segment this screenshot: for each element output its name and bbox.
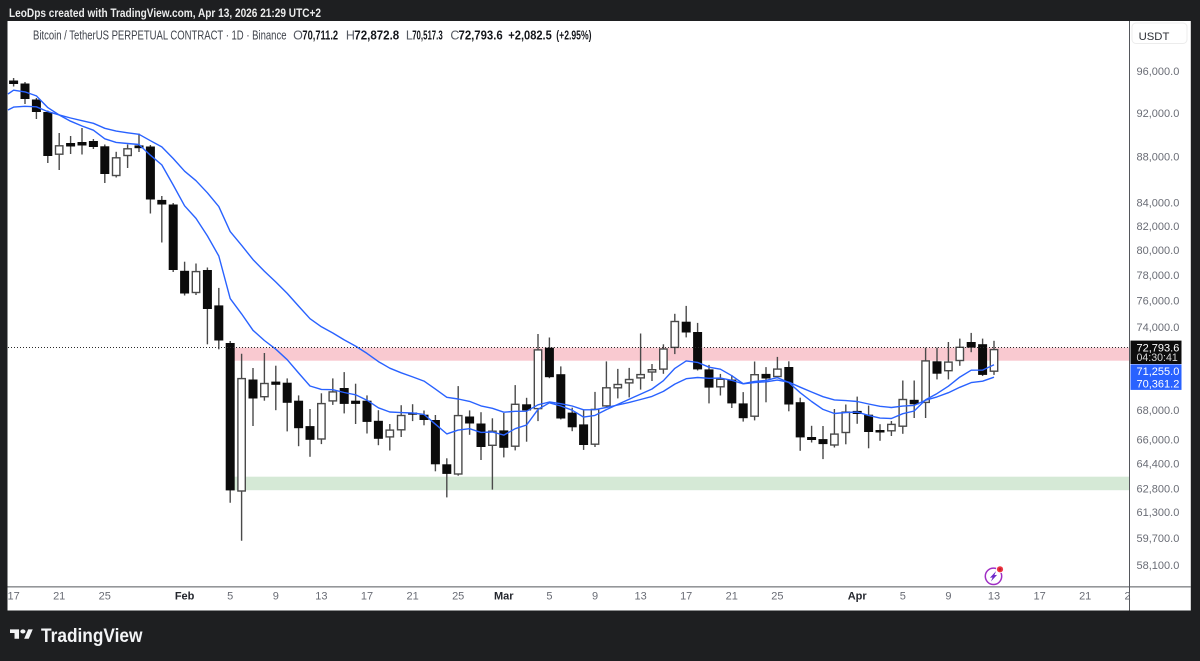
svg-text:25: 25 bbox=[452, 591, 464, 603]
svg-text:Apr: Apr bbox=[848, 591, 868, 603]
svg-text:96,000.0: 96,000.0 bbox=[1137, 66, 1180, 78]
svg-text:71,255.0: 71,255.0 bbox=[1137, 366, 1180, 378]
svg-text:25: 25 bbox=[99, 591, 111, 603]
svg-text:59,700.0: 59,700.0 bbox=[1137, 533, 1180, 545]
svg-text:13: 13 bbox=[988, 591, 1000, 603]
svg-text:21: 21 bbox=[726, 591, 738, 603]
svg-text:61,300.0: 61,300.0 bbox=[1137, 507, 1180, 519]
svg-text:70,711.2: 70,711.2 bbox=[302, 29, 338, 43]
svg-text:70,517.3: 70,517.3 bbox=[412, 29, 443, 43]
svg-text:25: 25 bbox=[771, 591, 783, 603]
svg-text:21: 21 bbox=[53, 591, 65, 603]
svg-text:Bitcoin / TetherUS PERPETUAL C: Bitcoin / TetherUS PERPETUAL CONTRACT · … bbox=[33, 29, 287, 43]
svg-text:13: 13 bbox=[315, 591, 327, 603]
svg-text:70,361.2: 70,361.2 bbox=[1137, 379, 1180, 391]
svg-text:9: 9 bbox=[592, 591, 598, 603]
svg-text:88,000.0: 88,000.0 bbox=[1137, 152, 1180, 164]
svg-text:68,000.0: 68,000.0 bbox=[1137, 405, 1180, 417]
svg-text:5: 5 bbox=[900, 591, 906, 603]
svg-text:58,100.0: 58,100.0 bbox=[1137, 560, 1180, 572]
svg-text:04:30:41: 04:30:41 bbox=[1137, 352, 1178, 364]
svg-text:5: 5 bbox=[546, 591, 552, 603]
svg-text:92,000.0: 92,000.0 bbox=[1137, 108, 1180, 120]
svg-text:Feb: Feb bbox=[175, 591, 195, 603]
svg-text:2: 2 bbox=[1124, 591, 1130, 603]
svg-text:C: C bbox=[450, 29, 459, 43]
svg-text:84,000.0: 84,000.0 bbox=[1137, 197, 1180, 209]
svg-text:64,400.0: 64,400.0 bbox=[1137, 459, 1180, 471]
svg-text:9: 9 bbox=[945, 591, 951, 603]
svg-text:(+2.95%): (+2.95%) bbox=[556, 29, 591, 43]
svg-text:O: O bbox=[293, 29, 303, 43]
svg-text:74,000.0: 74,000.0 bbox=[1137, 322, 1180, 334]
svg-text:5: 5 bbox=[227, 591, 233, 603]
svg-text:TradingView: TradingView bbox=[41, 625, 143, 647]
svg-text:LeoDps created with TradingVie: LeoDps created with TradingView.com, Apr… bbox=[9, 6, 321, 20]
svg-text:17: 17 bbox=[361, 591, 373, 603]
svg-text:82,000.0: 82,000.0 bbox=[1137, 221, 1180, 233]
svg-text:H: H bbox=[346, 29, 355, 43]
svg-text:72,872.8: 72,872.8 bbox=[354, 29, 399, 43]
svg-text:+2,082.5: +2,082.5 bbox=[508, 29, 552, 43]
svg-text:72,793.6: 72,793.6 bbox=[459, 29, 503, 43]
svg-text:USDT: USDT bbox=[1139, 31, 1170, 43]
svg-text:66,000.0: 66,000.0 bbox=[1137, 435, 1180, 447]
svg-text:78,000.0: 78,000.0 bbox=[1137, 270, 1180, 282]
svg-text:76,000.0: 76,000.0 bbox=[1137, 296, 1180, 308]
svg-text:21: 21 bbox=[1079, 591, 1091, 603]
svg-text:72,793.6: 72,793.6 bbox=[1137, 343, 1180, 355]
svg-text:9: 9 bbox=[273, 591, 279, 603]
svg-text:13: 13 bbox=[634, 591, 646, 603]
svg-text:17: 17 bbox=[7, 591, 19, 603]
svg-text:L: L bbox=[406, 29, 413, 43]
svg-text:17: 17 bbox=[680, 591, 692, 603]
svg-text:17: 17 bbox=[1033, 591, 1045, 603]
svg-text:80,000.0: 80,000.0 bbox=[1137, 245, 1180, 257]
svg-text:Mar: Mar bbox=[494, 591, 514, 603]
svg-text:21: 21 bbox=[406, 591, 418, 603]
svg-text:62,800.0: 62,800.0 bbox=[1137, 483, 1180, 495]
